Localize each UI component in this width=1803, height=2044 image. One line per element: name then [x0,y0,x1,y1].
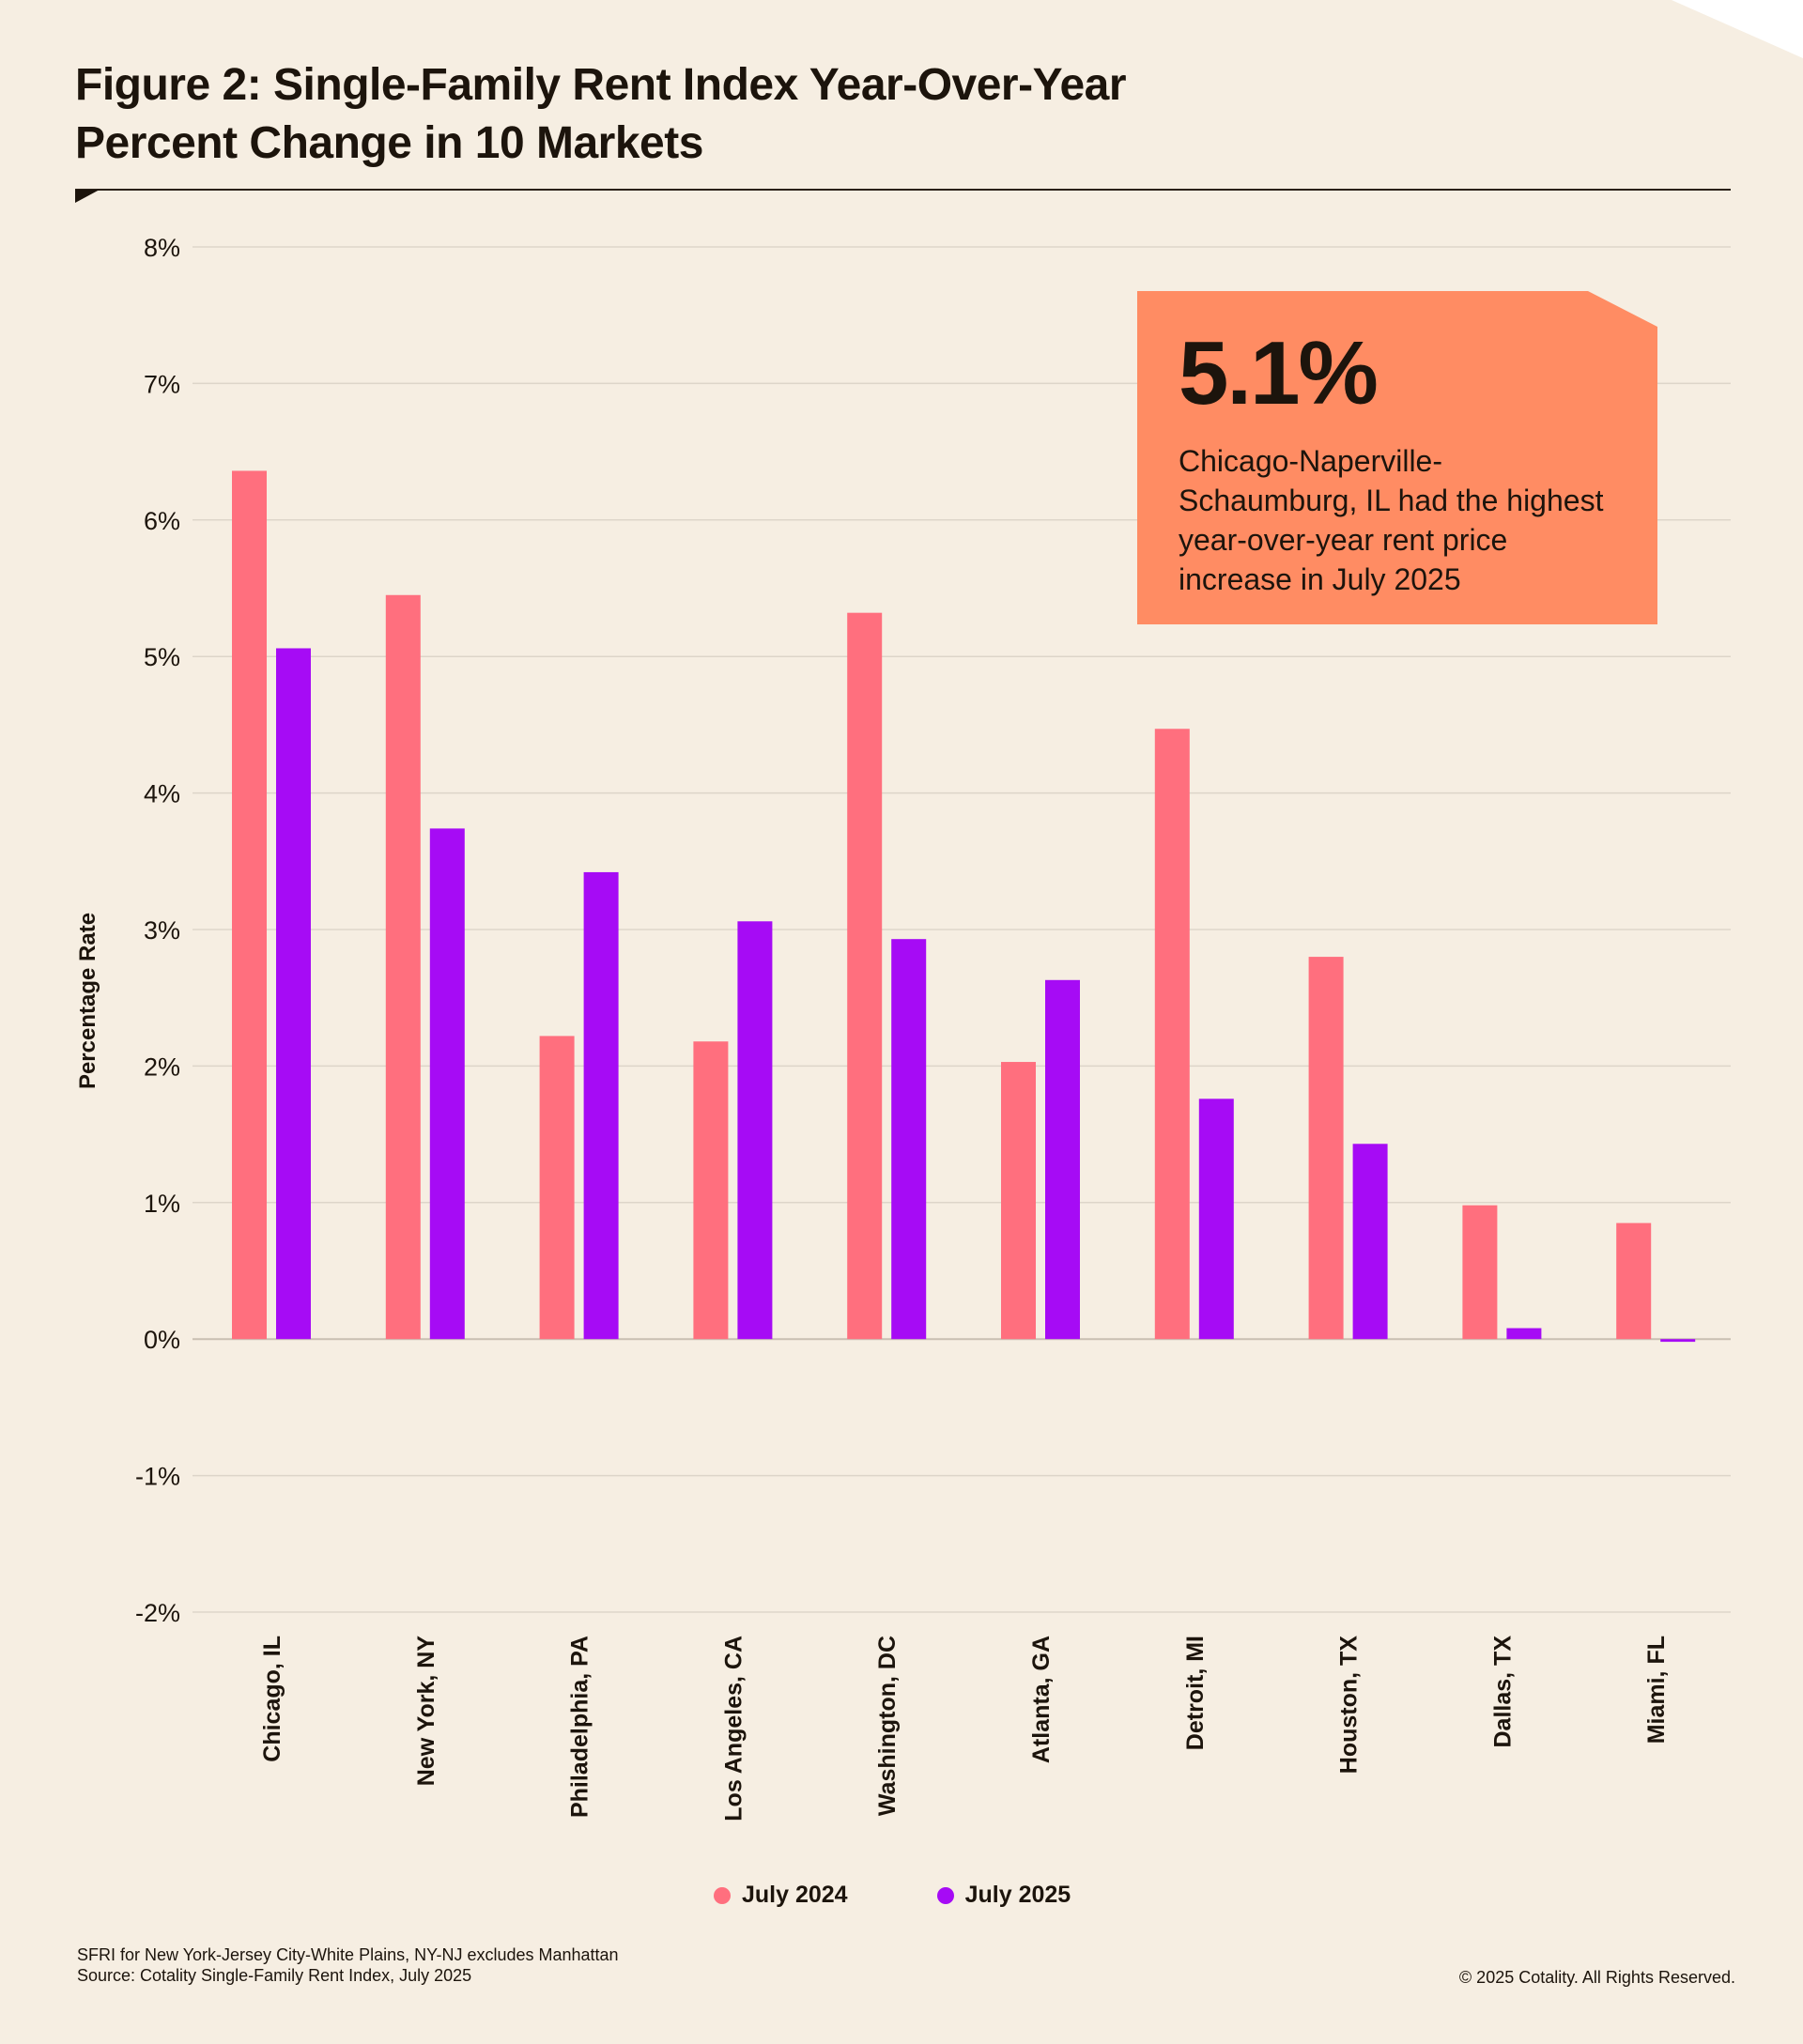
x-axis-categories: Chicago, IL New York, NY Philadelphia, PA L… [259,1636,1670,1821]
chart-title-line1: Figure 2: Single-Family Rent Index Year-… [75,60,1127,110]
callout-text: Chicago-Naperville-Schaumburg, IL had th… [1179,444,1604,596]
bar-july-2024 [1001,1062,1036,1340]
x-category-label: Houston, TX [1336,1636,1363,1775]
y-tick-label: 4% [144,780,180,808]
footnote: SFRI for New York-Jersey City-White Plai… [77,1944,619,1986]
x-category-label: New York, NY [413,1636,439,1787]
bars [232,470,1696,1343]
highlight-callout: 5.1% Chicago-Naperville-Schaumburg, IL h… [1137,291,1657,624]
x-category-label: Miami, FL [1643,1636,1670,1744]
y-tick-label: 7% [144,370,180,398]
bar-july-2025 [1660,1339,1696,1343]
y-tick-label: 0% [144,1326,180,1354]
bar-july-2024 [1308,957,1344,1340]
y-tick-label: -2% [135,1599,180,1627]
x-category-label: Chicago, IL [259,1636,285,1762]
legend-item-july-2025: July 2025 [936,1882,1071,1909]
x-category-label: Atlanta, GA [1028,1636,1055,1763]
bar-july-2024 [693,1041,729,1340]
bar-july-2024 [1616,1222,1652,1340]
y-tick-label: 1% [144,1190,180,1218]
footnote-line1: SFRI for New York-Jersey City-White Plai… [77,1945,619,1964]
x-category-label: Los Angeles, CA [720,1636,747,1821]
legend-label: July 2025 [964,1882,1071,1908]
legend: July 2024 July 2025 [714,1882,1071,1909]
bar-july-2024 [539,1036,575,1340]
bar-july-2024 [385,594,421,1340]
page-corner-fold [1672,0,1803,58]
y-tick-label: 5% [144,643,180,671]
y-tick-label: 3% [144,916,180,945]
legend-dot-icon [936,1886,954,1904]
chart-title-line2: Percent Change in 10 Markets [75,118,703,168]
legend-label: July 2024 [742,1882,848,1908]
footnote-source: Source: Cotality Single-Family Rent Inde… [77,1966,472,1985]
bar-july-2025 [1352,1144,1388,1340]
bar-july-2025 [1506,1328,1542,1340]
bar-july-2025 [429,828,465,1340]
bar-july-2024 [1462,1205,1498,1340]
x-category-label: Philadelphia, PA [567,1636,593,1818]
y-axis-label: Percentage Rate [75,913,100,1089]
bar-july-2025 [583,871,619,1340]
legend-dot-icon [714,1886,731,1904]
bar-july-2024 [847,612,883,1340]
bar-july-2025 [891,939,927,1340]
y-axis-ticks: 8% 7% 6% 5% 4% 3% 2% 1% 0% -1% -2% [135,234,180,1627]
title-divider [75,189,1731,191]
y-tick-label: 2% [144,1053,180,1081]
bar-july-2025 [1045,979,1080,1340]
bar-july-2025 [276,648,311,1340]
y-tick-label: 8% [144,234,180,262]
copyright: © 2025 Cotality. All Rights Reserved. [1458,1968,1735,1987]
x-category-label: Dallas, TX [1489,1636,1516,1748]
bar-july-2024 [232,470,267,1340]
bar-july-2025 [737,921,773,1340]
chart-title: Figure 2: Single-Family Rent Index Year-… [75,56,1296,173]
bar-july-2024 [1154,729,1190,1340]
callout-value: 5.1% [1179,323,1379,423]
x-category-label: Detroit, MI [1182,1636,1209,1750]
title-divider-tick [75,190,100,203]
legend-item-july-2024: July 2024 [714,1882,848,1909]
x-category-label: Washington, DC [874,1636,901,1816]
bar-july-2025 [1198,1099,1234,1340]
y-tick-label: 6% [144,507,180,535]
y-tick-label: -1% [135,1463,180,1491]
